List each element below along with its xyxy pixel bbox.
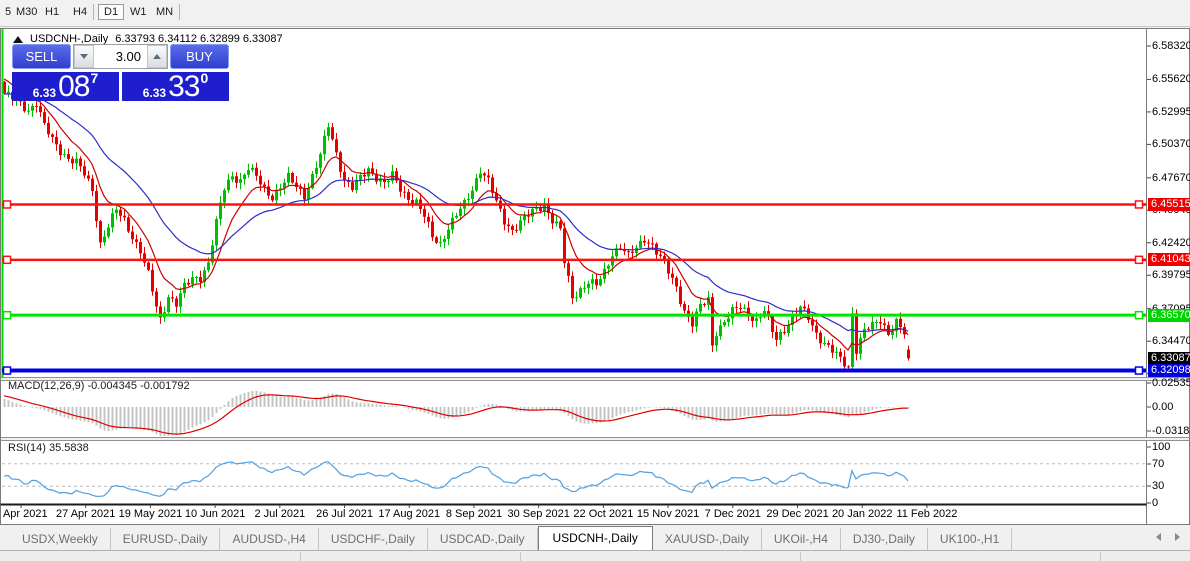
volume-decrease-button[interactable] (74, 45, 94, 68)
price-badge: 6.41043 (1148, 253, 1190, 267)
chart-tab-dj30-daily[interactable]: DJ30-,Daily (841, 528, 928, 550)
date-tick-label: 15 Nov 2021 (636, 508, 700, 520)
date-tick-label: 11 Feb 2022 (896, 508, 958, 520)
buy-price-small: 6.33 (142, 86, 167, 100)
chart-tab-audusd-h4[interactable]: AUDUSD-,H4 (220, 528, 319, 550)
chart-canvas[interactable] (0, 0, 1190, 525)
date-tick-label: 22 Oct 2021 (573, 508, 634, 520)
chart-title: USDCNH-,Daily 6.33793 6.34112 6.32899 6.… (13, 33, 283, 45)
rsi-label: RSI(14) 35.5838 (8, 442, 89, 454)
macd-tick-label: -0.031835 (1152, 425, 1190, 437)
date-tick-label: 27 Apr 2021 (56, 508, 116, 520)
tf-button-h4[interactable]: H4 (73, 6, 88, 18)
rsi-tick-label: 0 (1152, 497, 1159, 509)
arrow-down-icon (80, 54, 88, 59)
status-separator (800, 552, 801, 561)
toolbar-separator (93, 4, 94, 20)
rsi-tick-label: 30 (1152, 480, 1165, 492)
price-badge: 6.32098 (1148, 364, 1190, 378)
chart-tab-bar: USDX,Weekly EURUSD-,Daily AUDUSD-,H4 USDCHF… (0, 526, 1190, 550)
chart-marker-icon (13, 35, 23, 43)
buy-price-display[interactable]: 6.33 33 0 (122, 70, 229, 103)
sell-price-sup: 7 (90, 70, 99, 86)
sell-button[interactable]: SELL (12, 44, 71, 69)
chart-tab-usdcad-daily[interactable]: USDCAD-,Daily (428, 528, 538, 550)
candlesticks (1, 29, 910, 377)
status-bar (0, 550, 1190, 561)
price-tick-label: 6.47670 (1152, 171, 1190, 184)
chart-frame (0, 28, 1190, 525)
arrow-up-icon (153, 54, 161, 59)
chart-tab-usdchf-daily[interactable]: USDCHF-,Daily (319, 528, 428, 550)
chart-tab-usdcnh-daily[interactable]: USDCNH-,Daily (537, 526, 653, 550)
buy-button[interactable]: BUY (170, 44, 229, 69)
status-separator (520, 552, 521, 561)
macd-indicator (3, 390, 910, 436)
price-axis: 6.583206.556206.529956.503706.476706.450… (1147, 0, 1190, 525)
date-tick-label: 29 Dec 2021 (766, 508, 829, 520)
date-tick-label: 7 Dec 2021 (704, 508, 761, 520)
horizontal-lines[interactable] (2, 200, 1146, 375)
one-click-trading-panel: SELL 3.00 BUY 6.33 08 7 6.33 33 0 (12, 44, 229, 103)
price-tick-label: 6.52995 (1152, 105, 1190, 118)
chart-tab-uk100-h1[interactable]: UK100-,H1 (928, 528, 1013, 550)
tf-button-h1[interactable]: H1 (45, 6, 60, 18)
chart-tab-usdx-weekly[interactable]: USDX,Weekly (10, 528, 111, 550)
status-separator (300, 552, 301, 561)
volume-stepper[interactable]: 3.00 (73, 44, 168, 69)
chart-tab-ukoil-h4[interactable]: UKOil-,H4 (762, 528, 841, 550)
date-tick-label: 30 Sep 2021 (507, 508, 570, 520)
chart-window: USDCNH-,Daily 6.33793 6.34112 6.32899 6.… (0, 28, 1190, 525)
tf-button-d1[interactable]: D1 (98, 4, 125, 20)
rsi-tick-label: 70 (1152, 458, 1165, 470)
timeframe-toolbar: 5 M30 H1 H4 D1 W1 MN (0, 0, 1190, 27)
tab-scroll-right-icon[interactable] (1175, 533, 1180, 541)
chart-symbol-period: USDCNH-,Daily (30, 33, 109, 45)
sell-price-small: 6.33 (32, 86, 57, 100)
price-badge: 6.36570 (1148, 308, 1190, 322)
date-tick-label: 2 Jul 2021 (254, 508, 306, 520)
sell-price-display[interactable]: 6.33 08 7 (12, 70, 119, 103)
volume-value[interactable]: 3.00 (115, 49, 141, 64)
chart-tab-eurusd-daily[interactable]: EURUSD-,Daily (111, 528, 221, 550)
price-tick-label: 6.39795 (1152, 269, 1190, 282)
rsi-tick-label: 100 (1152, 441, 1171, 453)
date-tick-label: 20 Jan 2022 (831, 508, 893, 520)
price-tick-label: 6.55620 (1152, 73, 1190, 86)
date-tick-label: 8 Sep 2021 (445, 508, 503, 520)
macd-tick-label: 0.025357 (1152, 377, 1190, 389)
price-badge: 6.33087 (1148, 351, 1190, 365)
tab-scroll-left-icon[interactable] (1156, 533, 1161, 541)
date-tick-label: 10 Jun 2021 (184, 508, 246, 520)
date-tick-label: 17 Aug 2021 (378, 508, 441, 520)
macd-label: MACD(12,26,9) -0.004345 -0.001792 (8, 380, 190, 392)
tf-button-mn[interactable]: MN (156, 6, 174, 18)
price-badge: 6.45515 (1148, 197, 1190, 211)
date-tick-label: 26 Jul 2021 (316, 508, 373, 520)
buy-price-big: 33 (168, 70, 200, 103)
macd-tick-label: 0.00 (1152, 401, 1174, 413)
tf-button-w1[interactable]: W1 (130, 6, 147, 18)
price-tick-label: 6.58320 (1152, 40, 1190, 52)
price-tick-label: 6.34470 (1152, 335, 1190, 348)
status-separator (1100, 552, 1101, 561)
volume-increase-button[interactable] (147, 45, 167, 68)
rsi-indicator (2, 460, 1146, 497)
price-tick-label: 6.42420 (1152, 236, 1190, 249)
buy-price-sup: 0 (200, 70, 209, 86)
toolbar-separator (179, 4, 180, 20)
sell-price-big: 08 (58, 70, 90, 103)
chart-tab-xauusd-daily[interactable]: XAUUSD-,Daily (653, 528, 762, 550)
price-tick-label: 6.50370 (1152, 138, 1190, 151)
date-tick-label: 19 May 2021 (118, 508, 183, 520)
tf-button-m5[interactable]: 5 (5, 6, 12, 18)
tf-button-m30[interactable]: M30 (16, 6, 38, 18)
date-tick-label: 5 Apr 2021 (0, 508, 48, 520)
chart-ohlc-values: 6.33793 6.34112 6.32899 6.33087 (115, 33, 283, 45)
